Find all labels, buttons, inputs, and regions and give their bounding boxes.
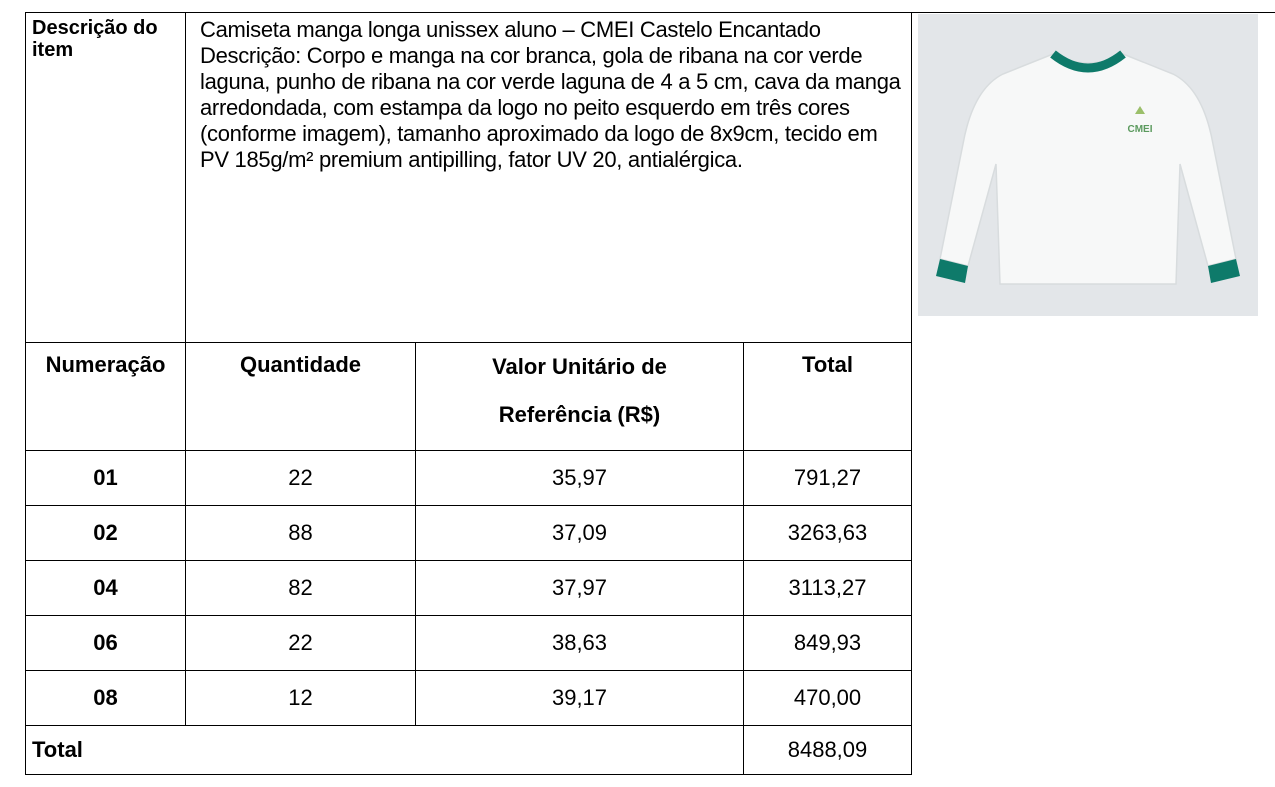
data-cell: 37,97	[415, 560, 744, 616]
item-label: Descrição do item	[25, 12, 186, 343]
data-cell: 04	[25, 560, 186, 616]
data-cell: 791,27	[742, 450, 913, 506]
logo-mark	[1135, 106, 1145, 114]
cuff-left	[936, 259, 968, 283]
data-cell: 38,63	[415, 615, 744, 671]
data-cell: 3113,27	[742, 560, 913, 616]
item-row: Descrição do item Camiseta manga longa u…	[25, 12, 913, 343]
product-image: CMEI	[918, 14, 1258, 316]
total-label: Total	[25, 725, 744, 775]
header-cell: Valor Unitário de Referência (R$)	[415, 342, 744, 451]
header-cell: Quantidade	[185, 342, 416, 451]
data-cell: 06	[25, 615, 186, 671]
shirt-illustration: CMEI	[936, 50, 1240, 285]
data-cell: 12	[185, 670, 416, 726]
data-cell: 37,09	[415, 505, 744, 561]
total-row: Total 8488,09	[25, 725, 913, 775]
shirt-body	[939, 53, 1237, 285]
data-cell: 22	[185, 615, 416, 671]
total-value: 8488,09	[742, 725, 913, 775]
item-description: Descrição: Corpo e manga na cor branca, …	[200, 43, 901, 172]
data-cell: 01	[25, 450, 186, 506]
data-cell: 35,97	[415, 450, 744, 506]
logo-text: CMEI	[1128, 124, 1153, 135]
data-row: 02 88 37,09 3263,63	[25, 505, 913, 561]
data-cell: 08	[25, 670, 186, 726]
header-cell: Total	[742, 342, 913, 451]
data-cell: 39,17	[415, 670, 744, 726]
data-cell: 82	[185, 560, 416, 616]
header-cell: Numeração	[25, 342, 186, 451]
data-cell: 88	[185, 505, 416, 561]
data-cell: 22	[185, 450, 416, 506]
header-row: Numeração Quantidade Valor Unitário de Ref…	[25, 342, 913, 451]
data-row: 06 22 38,63 849,93	[25, 615, 913, 671]
data-cell: 849,93	[742, 615, 913, 671]
data-cell: 470,00	[742, 670, 913, 726]
item-table: Descrição do item Camiseta manga longa u…	[25, 12, 913, 775]
data-row: 08 12 39,17 470,00	[25, 670, 913, 726]
collar	[1050, 50, 1126, 73]
data-cell: 3263,63	[742, 505, 913, 561]
item-description-cell: Camiseta manga longa unissex aluno – CME…	[184, 12, 913, 343]
data-row: 01 22 35,97 791,27	[25, 450, 913, 506]
data-cell: 02	[25, 505, 186, 561]
data-row: 04 82 37,97 3113,27	[25, 560, 913, 616]
item-name: Camiseta manga longa unissex aluno – CME…	[200, 17, 821, 42]
cuff-right	[1208, 259, 1240, 283]
